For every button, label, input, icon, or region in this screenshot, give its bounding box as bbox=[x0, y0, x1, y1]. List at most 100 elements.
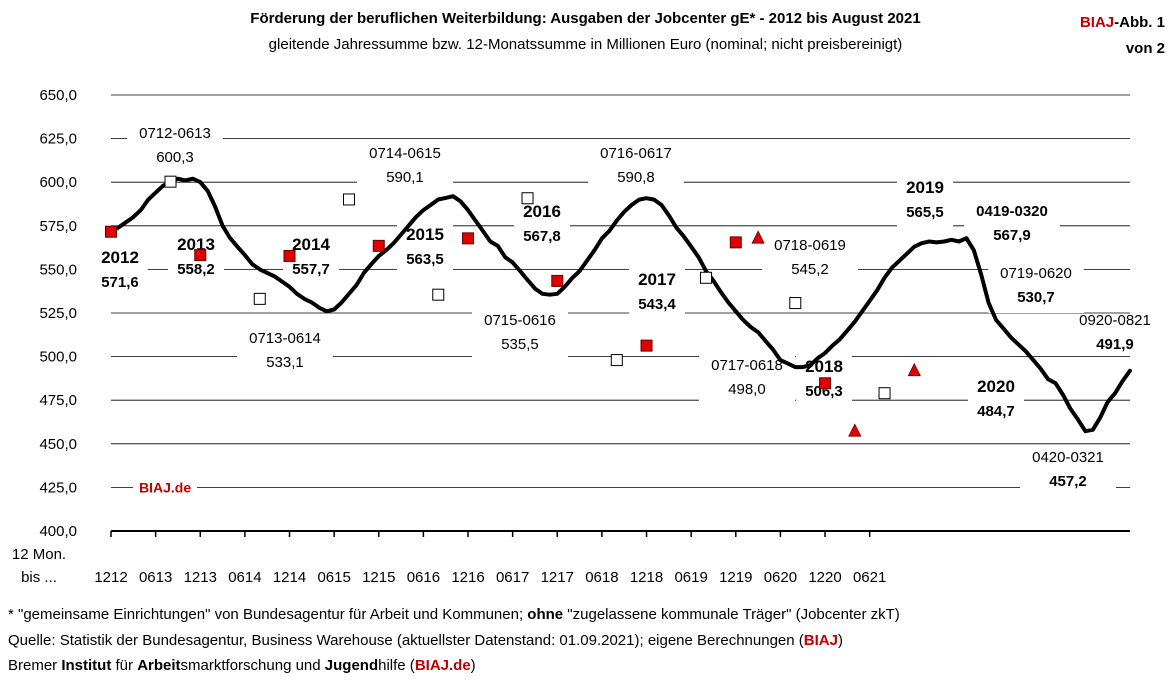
marker-white-square bbox=[164, 175, 177, 188]
annotation-backdrop bbox=[397, 223, 453, 275]
annotation-text: 484,7 bbox=[977, 403, 1015, 420]
marker-triangle bbox=[907, 362, 921, 377]
marker-red-square bbox=[105, 225, 117, 238]
annotation-text: 0713-0614 bbox=[249, 330, 321, 347]
annotation-backdrop bbox=[588, 141, 684, 193]
annotation-2015: 2015 563,5 bbox=[397, 223, 453, 275]
annotation-backdrop bbox=[988, 261, 1084, 313]
abb-line2: von 2 bbox=[1125, 40, 1165, 57]
annotation-text: 0920-0821 bbox=[1079, 312, 1151, 329]
institute-part: Institut bbox=[61, 657, 112, 674]
marker-white-square bbox=[253, 292, 266, 305]
annotation-text: 498,0 bbox=[728, 381, 766, 398]
annotation-text: 2016 bbox=[523, 202, 561, 221]
institute-part: für bbox=[111, 657, 138, 674]
annotation-0419-0320: 0419-0320 567,9 bbox=[964, 199, 1060, 251]
y-tick-label: 550,0 bbox=[39, 261, 77, 278]
marker-red-square bbox=[283, 249, 296, 262]
x-tick-label: 0620 bbox=[764, 569, 797, 586]
annotation-2020: 2020 484,7 bbox=[968, 375, 1024, 427]
annotation-0714-0615: 0714-0615 590,1 bbox=[357, 141, 453, 193]
annotation-text: 0712-0613 bbox=[139, 125, 211, 142]
marker-white-square bbox=[878, 387, 891, 400]
y-tick-label: 500,0 bbox=[39, 349, 77, 366]
x-tick-label: 0619 bbox=[674, 569, 707, 586]
x-tick-label: 1218 bbox=[630, 569, 663, 586]
annotation-text: 535,5 bbox=[501, 336, 539, 353]
annotation-text: 567,8 bbox=[523, 228, 561, 245]
chart-title: Förderung der beruflichen Weiterbildung:… bbox=[250, 10, 921, 27]
annotation-0717-0618: 0717-0618 498,0 bbox=[699, 353, 795, 405]
annotation-backdrop bbox=[127, 121, 223, 173]
marker-white-square bbox=[610, 354, 623, 367]
institute-part: Bremer bbox=[8, 657, 62, 674]
annotation-0420-0321: 0420-0321 457,2 bbox=[1020, 445, 1116, 497]
marker-red-square bbox=[194, 249, 207, 262]
annotation-text: 0715-0616 bbox=[484, 312, 556, 329]
institute-part: Jugend bbox=[324, 657, 379, 674]
annotation-backdrop bbox=[357, 141, 453, 193]
x-axis-caption: 12 Mon. bbox=[12, 546, 66, 563]
annotation-backdrop bbox=[472, 308, 568, 360]
y-tick-label: 650,0 bbox=[39, 87, 77, 104]
line-chart: 400,0 425,0 450,0 475,0 500,0 525,0 550,0 575,0… bbox=[12, 87, 1151, 586]
marker-red-square bbox=[462, 232, 475, 245]
x-tick-label: 0614 bbox=[228, 569, 261, 586]
marker-triangle bbox=[848, 423, 862, 437]
y-tick-label: 450,0 bbox=[39, 436, 77, 453]
annotation-backdrop bbox=[92, 246, 148, 298]
annotation-text: 563,5 bbox=[406, 251, 444, 268]
abb-suffix: -Abb. 1 bbox=[1114, 14, 1165, 31]
x-tick-label: 1214 bbox=[273, 569, 306, 586]
marker-red-square bbox=[551, 274, 564, 287]
annotation-0715-0616: 0715-0616 535,5 bbox=[472, 308, 568, 360]
annotation-text: 0717-0618 bbox=[711, 357, 783, 374]
marker-red-square bbox=[819, 377, 832, 390]
annotation-2019: 2019 565,5 bbox=[897, 176, 953, 228]
annotation-text: 2012 bbox=[101, 248, 139, 267]
marker-red-square bbox=[640, 339, 653, 352]
annotation-text: 590,8 bbox=[617, 169, 655, 186]
annotation-text: 506,3 bbox=[805, 383, 843, 400]
figure-number: BIAJ-Abb. 1 von 2 bbox=[1080, 10, 1165, 62]
annotation-text: 0719-0620 bbox=[1000, 265, 1072, 282]
x-tick-label: 0618 bbox=[585, 569, 618, 586]
series-line bbox=[109, 176, 1132, 434]
x-tick-label: 1216 bbox=[451, 569, 484, 586]
marker-white-square bbox=[521, 192, 534, 205]
annotation-backdrop bbox=[968, 375, 1024, 427]
marker-red-square bbox=[372, 239, 385, 252]
source-a: Quelle: Statistik der Bundesagentur, Bus… bbox=[8, 632, 804, 649]
institute-part: hilfe ( bbox=[378, 657, 415, 674]
annotation-2016: 2016 567,8 bbox=[514, 200, 570, 252]
annotation-backdrop bbox=[762, 233, 858, 285]
annotation-0920-0821: 0920-0821 491,9 bbox=[1079, 312, 1151, 353]
annotation-0712-0613: 0712-0613 600,3 bbox=[127, 121, 223, 173]
annotation-text: 565,5 bbox=[906, 204, 944, 221]
annotation-text: 457,2 bbox=[1049, 473, 1087, 490]
institute-part: ) bbox=[470, 657, 476, 674]
annotation-backdrop bbox=[897, 176, 953, 228]
x-tick-label: 1220 bbox=[808, 569, 841, 586]
annotation-2012: 2012 571,6 bbox=[92, 246, 148, 298]
annotation-text: 2014 bbox=[292, 235, 330, 254]
marker-white-square bbox=[700, 271, 713, 284]
annotation-2014: 2014 557,7 bbox=[283, 233, 339, 285]
annotation-text: 533,1 bbox=[266, 354, 304, 371]
x-tick-label: 1215 bbox=[362, 569, 395, 586]
annotation-text: 558,2 bbox=[177, 261, 215, 278]
x-tick-label: 0615 bbox=[317, 569, 350, 586]
abb-brand: BIAJ bbox=[1079, 14, 1115, 31]
source-line: Quelle: Statistik der Bundesagentur, Bus… bbox=[8, 632, 843, 649]
annotation-backdrop bbox=[514, 200, 570, 252]
x-tick-label: 1213 bbox=[184, 569, 217, 586]
annotation-text: 491,9 bbox=[1096, 336, 1134, 353]
x-tick-label: 0621 bbox=[853, 569, 886, 586]
marker-white-square bbox=[789, 297, 802, 310]
annotation-text: 530,7 bbox=[1017, 289, 1055, 306]
annotation-backdrop bbox=[964, 199, 1060, 251]
y-tick-label: 625,0 bbox=[39, 131, 77, 148]
source-brand: BIAJ bbox=[803, 632, 838, 649]
footnote-c: "zugelassene kommunale Träger" (Jobcente… bbox=[563, 606, 900, 623]
x-tick-label: 0616 bbox=[407, 569, 440, 586]
